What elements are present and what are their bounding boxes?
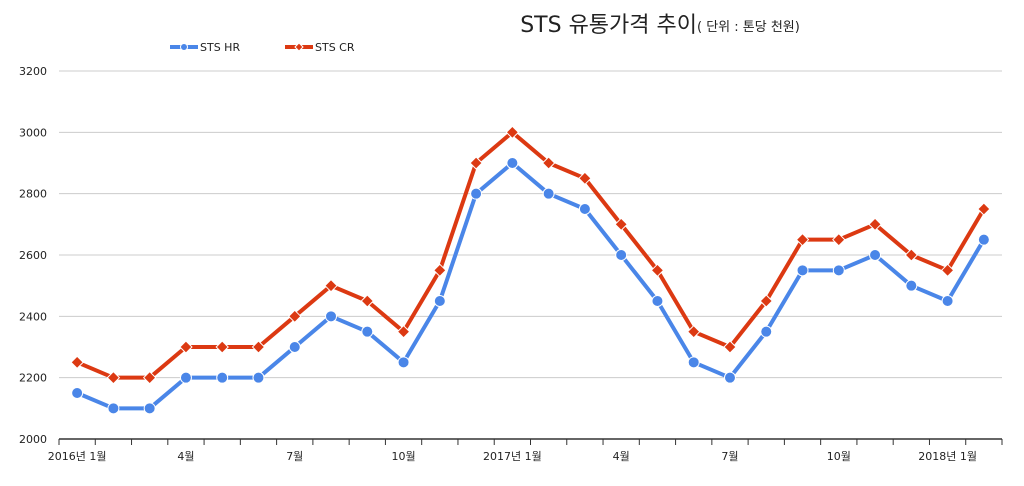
data-point (70, 355, 84, 370)
data-point (940, 263, 955, 278)
data-point (687, 356, 700, 369)
data-point (179, 371, 192, 384)
data-point (687, 324, 701, 339)
y-tick-label: 2800 (19, 188, 47, 201)
data-point (723, 340, 737, 354)
x-tick-label: 2016년 1월 (48, 450, 107, 463)
data-point (542, 187, 555, 200)
x-tick-label: 4월 (613, 450, 630, 463)
data-point (832, 264, 845, 277)
x-tick-label: 7월 (721, 450, 738, 463)
chart-subtitle: ( 단위 : 톤당 천원) (697, 20, 800, 35)
y-tick-label: 3200 (19, 65, 47, 78)
data-point (143, 402, 156, 415)
legend-label: STS CR (315, 41, 355, 54)
series-sts-cr (70, 125, 991, 385)
legend-marker (180, 43, 188, 51)
data-point (216, 371, 229, 384)
data-point (541, 156, 556, 170)
data-point (106, 370, 121, 385)
data-point (651, 295, 664, 307)
data-point (795, 232, 810, 247)
data-point (506, 157, 519, 169)
data-point (505, 125, 520, 140)
data-point (324, 278, 338, 293)
data-point (142, 370, 157, 385)
data-point (760, 325, 773, 338)
x-tick-label: 10월 (391, 450, 415, 463)
data-point (251, 340, 266, 354)
data-point (941, 295, 954, 307)
data-point (469, 156, 483, 170)
data-point (759, 294, 773, 308)
data-point (578, 171, 592, 186)
y-tick-label: 2000 (19, 433, 47, 446)
data-point (252, 371, 265, 384)
data-point (215, 340, 229, 354)
chart-title: STS 유통가격 추이 (520, 13, 697, 38)
legend-label: STS HR (200, 41, 240, 54)
data-point (650, 263, 665, 278)
x-tick-label: 10월 (827, 450, 851, 463)
legend-marker (294, 42, 304, 52)
grid (59, 70, 1002, 379)
data-point (470, 187, 483, 200)
data-point (325, 310, 338, 323)
data-point (288, 309, 302, 324)
data-point (107, 402, 120, 415)
data-point (433, 295, 446, 307)
y-tick-label: 2200 (19, 372, 47, 385)
series-layer (70, 125, 991, 415)
data-point (396, 324, 411, 339)
x-tick-label: 2018년 1월 (918, 450, 977, 463)
series-sts-hr (71, 157, 990, 415)
data-point (433, 263, 447, 278)
data-point (904, 248, 919, 262)
data-point (361, 325, 374, 338)
x-tick-label: 2017년 1월 (483, 450, 542, 463)
data-point (179, 340, 193, 354)
data-point (397, 356, 410, 369)
data-point (723, 371, 736, 384)
data-point (614, 217, 628, 232)
y-tick-label: 2600 (19, 249, 47, 262)
data-point (615, 249, 628, 261)
data-point (832, 232, 846, 247)
data-point (71, 387, 84, 399)
axes: 2000 2200 2400 2600 2800 3000 3200 2016년 1월 4월 7월… (19, 65, 1003, 463)
data-point (869, 249, 882, 261)
data-point (977, 202, 991, 216)
y-tick-label: 2400 (19, 310, 47, 323)
data-point (977, 233, 990, 246)
data-point (360, 294, 374, 308)
series-line (76, 161, 986, 411)
data-point (578, 203, 591, 215)
legend: STS HR STS CR (170, 41, 355, 54)
x-tick-label: 4월 (177, 450, 194, 463)
data-point (796, 264, 809, 277)
y-tick-label: 3000 (19, 126, 47, 139)
x-tick-label: 7월 (286, 450, 303, 463)
data-point (905, 279, 918, 292)
data-point (288, 341, 301, 353)
data-point (868, 217, 882, 232)
